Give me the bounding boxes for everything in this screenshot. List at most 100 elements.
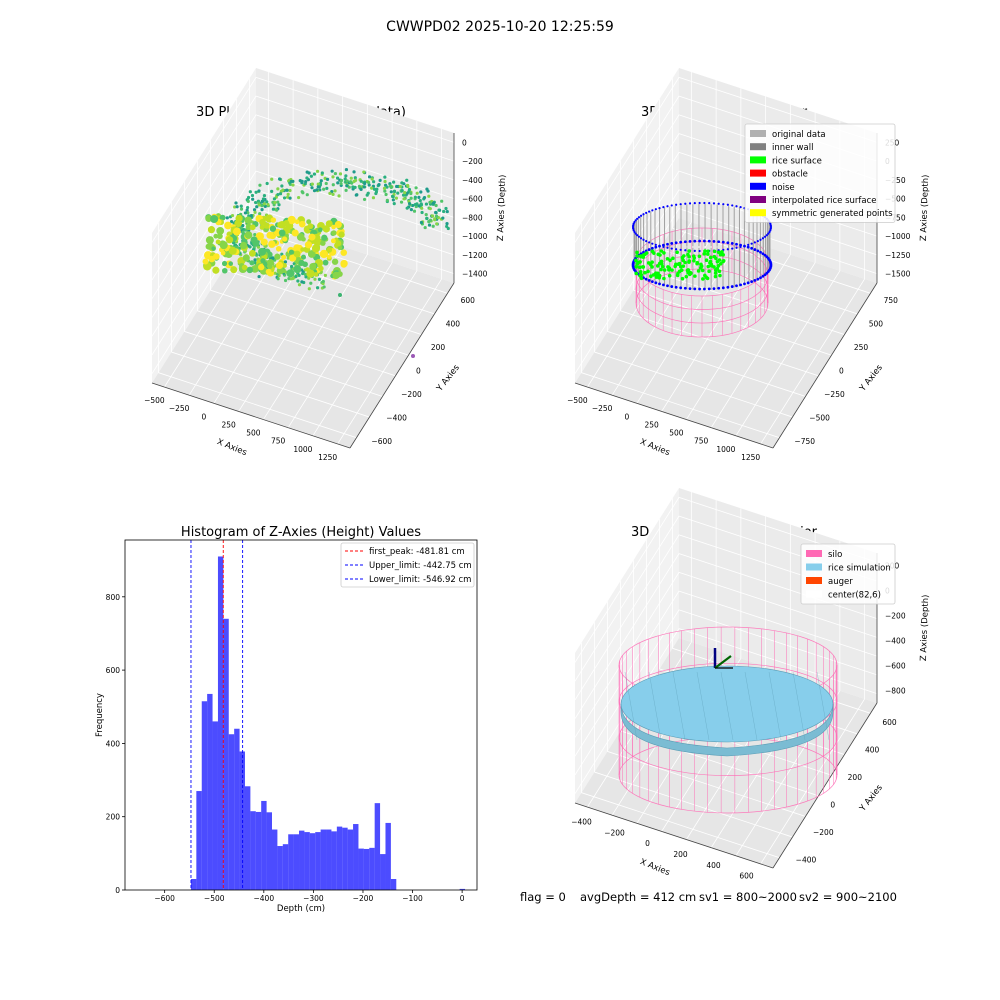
histogram-bar [347,829,354,890]
noise-point [684,249,687,252]
raw-point [417,195,421,199]
noise-point [693,202,696,205]
raw-point [310,186,314,190]
raw-point [294,219,300,225]
raw-point [300,280,304,284]
raw-point [222,267,228,274]
raw-point [259,218,266,226]
z-tick-label: −200 [885,612,906,621]
raw-point [394,196,399,200]
noise-point [633,230,636,234]
raw-point [273,271,277,275]
raw-point [425,187,429,191]
raw-point [282,196,287,200]
rice-point [662,251,666,255]
raw-point [318,265,324,272]
legend-swatch [750,196,766,203]
y-tick-label: 600 [106,666,121,675]
rice-point [655,264,660,268]
surface-mesh [672,671,686,741]
gridline [312,270,418,437]
noise-point [647,279,651,282]
noise-point [633,220,636,224]
raw-point [246,199,250,203]
x-tick-label: 750 [694,437,709,446]
raw-point [294,274,298,279]
histogram-bar [304,832,310,890]
raw-point [276,187,280,191]
rice-point [717,269,722,274]
x-tick-label: 500 [246,429,261,438]
raw-point [269,225,277,232]
rice-point [692,256,697,260]
pane-left [575,68,679,383]
y-tick-label: 400 [106,739,121,748]
raw-point [409,191,413,196]
noise-point [654,208,657,211]
raw-point [435,222,439,226]
raw-point [374,191,378,196]
rice-point [687,255,691,259]
raw-point [277,177,282,181]
gridline [581,372,780,439]
y-axis-label: Frequency [95,693,105,737]
gridline [151,133,455,299]
raw-point [285,188,289,192]
gridline [151,189,455,356]
raw-point [330,169,334,173]
z-axis-label: Z Axies (Depth) [919,174,931,241]
raw-point [319,179,323,183]
raw-point [331,175,335,179]
noise-point [712,287,716,291]
raw-point [207,226,216,234]
raw-point [307,287,311,291]
raw-point [280,252,284,256]
legend-frame [800,543,896,605]
legend-label: Lower_limit: -546.92 cm [369,575,471,585]
raw-point [415,191,419,195]
raw-point [434,203,438,208]
raw-point [389,190,393,194]
rice-point [721,252,725,257]
noise-point [666,246,669,249]
raw-point [351,185,355,189]
y-tick-label: −200 [401,390,422,399]
raw-point [253,258,257,262]
noise-point [631,225,635,229]
silo-ring [635,254,769,324]
noise-point [708,202,711,205]
rice-point [704,258,709,263]
gridline [151,114,455,281]
noise-point [731,247,734,250]
raw-point [275,208,279,212]
legend-label: inner wall [772,143,813,153]
raw-point [352,170,356,174]
noise-point [739,206,742,209]
rice-point [718,252,723,257]
x-tick-label: 0 [201,412,206,421]
histogram-bar [190,879,197,890]
raw-point [246,205,250,210]
raw-point [276,200,280,204]
z-tick-label: −1400 [462,270,488,279]
histogram-bar [326,829,332,890]
raw-point [330,238,336,244]
raw-point [268,240,276,248]
raw-point [266,202,270,207]
raw-point [420,210,424,215]
raw-point [304,241,313,249]
rice-point [673,264,677,269]
x-tick-label: −100 [402,894,423,903]
chart-histogram: Histogram of Z-Axies (Height) Values −600… [95,525,478,914]
legend-frame [340,542,475,588]
raw-point [301,191,305,195]
noise-point [746,245,750,249]
raw-point [235,205,239,209]
raw-point [427,223,432,227]
y-tick-label: 200 [848,773,863,782]
gridline [337,278,442,445]
raw-point [418,198,422,203]
gridline [574,76,878,243]
raw-point [273,200,277,205]
raw-point [344,167,349,172]
